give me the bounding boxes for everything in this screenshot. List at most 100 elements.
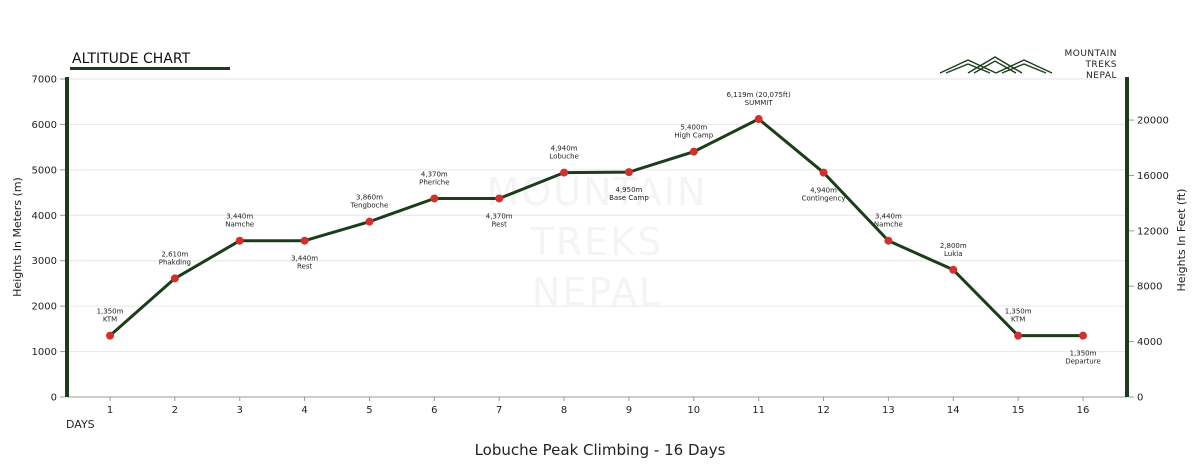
y2-tick-label: 12000 bbox=[1137, 226, 1169, 237]
gridlines bbox=[67, 78, 1127, 353]
altitude-point bbox=[1079, 331, 1087, 340]
y-tick-labels: 0 1000 2000 3000 4000 5000 6000 7000 bbox=[32, 75, 65, 404]
altitude-series bbox=[109, 117, 1083, 338]
point-label-value: 3,440m bbox=[226, 213, 253, 221]
y-tick-label: 0 bbox=[51, 393, 57, 404]
altitude-point bbox=[819, 168, 828, 177]
x-tick-label: 2 bbox=[172, 405, 178, 416]
x-tick-label: 9 bbox=[626, 405, 632, 416]
watermark-line-3: NEPAL bbox=[532, 270, 662, 314]
altitude-point bbox=[495, 194, 504, 203]
x-tick-label: 1 bbox=[107, 405, 113, 416]
mountains-icon bbox=[939, 56, 1053, 74]
x-tick-label: 7 bbox=[496, 405, 502, 416]
x-tick-label: 6 bbox=[431, 405, 437, 416]
point-label-value: 1,350m bbox=[1005, 308, 1032, 316]
x-tick-label: 15 bbox=[1012, 405, 1025, 416]
y-tick-label: 2000 bbox=[32, 302, 57, 313]
logo-line-2: TREKS bbox=[1084, 60, 1117, 70]
right-axis-bar bbox=[1125, 77, 1129, 397]
axes bbox=[65, 77, 1129, 398]
logo-line-1: MOUNTAIN bbox=[1064, 49, 1117, 59]
point-label-name: Contingency bbox=[802, 195, 846, 203]
y-tick-label: 4000 bbox=[32, 211, 57, 222]
altitude-point bbox=[1014, 331, 1023, 340]
point-label-name: Namche bbox=[874, 221, 903, 229]
point-label-name: Tengboche bbox=[350, 202, 389, 210]
y2-tick-labels: 0 4000 8000 12000 16000 20000 bbox=[1129, 116, 1169, 404]
x-axis-title: DAYS bbox=[66, 418, 95, 431]
y-tick-label: 5000 bbox=[32, 165, 57, 176]
point-label-value: 2,800m bbox=[940, 242, 967, 250]
y2-tick-label: 16000 bbox=[1137, 171, 1169, 182]
point-label-value: 1,350m bbox=[1070, 350, 1097, 358]
altitude-line bbox=[109, 117, 1083, 338]
y-tick-label: 1000 bbox=[32, 347, 57, 358]
y-tick-label: 6000 bbox=[32, 120, 57, 131]
point-label-name: KTM bbox=[103, 316, 117, 324]
x-tick-label: 11 bbox=[752, 405, 765, 416]
altitude-point bbox=[365, 217, 374, 226]
point-label-value: 4,370m bbox=[486, 212, 513, 220]
point-label-value: 4,950m bbox=[616, 186, 643, 194]
y2-axis-title: Heights In Feet (ft) bbox=[1175, 189, 1188, 292]
y-axis-title: Heights In Meters (m) bbox=[11, 177, 24, 297]
x-tick-label: 14 bbox=[947, 405, 960, 416]
logo: MOUNTAIN TREKS NEPAL bbox=[939, 49, 1117, 81]
chart-subtitle: Lobuche Peak Climbing - 16 Days bbox=[475, 441, 726, 459]
point-label-value: 6,119m (20,075ft) bbox=[727, 91, 791, 99]
altitude-point bbox=[106, 331, 114, 340]
point-label-value: 4,940m bbox=[810, 187, 837, 195]
altitude-point bbox=[624, 168, 633, 177]
point-label-name: Namche bbox=[225, 221, 254, 229]
point-label-name: KTM bbox=[1011, 316, 1025, 324]
chart-title: ALTITUDE CHART bbox=[72, 51, 191, 67]
y-tick-label: 3000 bbox=[32, 256, 57, 267]
altitude-point bbox=[300, 236, 309, 245]
watermark-line-1: MOUNTAIN bbox=[487, 170, 708, 214]
point-label-name: Rest bbox=[492, 220, 508, 228]
point-label-value: 3,860m bbox=[356, 194, 383, 202]
point-label-name: Lobuche bbox=[549, 153, 579, 161]
point-label-name: Lukla bbox=[944, 250, 963, 258]
point-label-name: High Camp bbox=[674, 132, 713, 140]
y2-tick-label: 0 bbox=[1137, 393, 1143, 404]
logo-line-3: NEPAL bbox=[1086, 71, 1117, 81]
altitude-point bbox=[430, 194, 439, 203]
point-labels: 1,350mKTM2,610mPhakding3,440mNamche3,440… bbox=[97, 91, 1101, 366]
y2-tick-label: 20000 bbox=[1137, 116, 1169, 127]
point-label-name: Departure bbox=[1065, 358, 1101, 366]
watermark-line-2: TREKS bbox=[530, 220, 664, 264]
x-tick-labels: 1 2 3 4 5 6 7 8 9 10 11 12 13 14 15 16 bbox=[107, 397, 1090, 416]
altitude-point bbox=[235, 236, 244, 245]
point-label-name: Base Camp bbox=[609, 194, 649, 202]
point-label-name: Phakding bbox=[159, 258, 191, 266]
x-tick-label: 5 bbox=[366, 405, 372, 416]
x-tick-label: 10 bbox=[687, 405, 700, 416]
point-label-value: 2,610m bbox=[161, 250, 188, 258]
y2-tick-label: 8000 bbox=[1137, 282, 1162, 293]
x-tick-label: 3 bbox=[237, 405, 243, 416]
altitude-markers bbox=[106, 115, 1087, 340]
altitude-point bbox=[170, 274, 179, 283]
watermark: MOUNTAIN TREKS NEPAL bbox=[487, 170, 708, 314]
x-tick-label: 4 bbox=[301, 405, 307, 416]
left-axis-bar bbox=[65, 77, 69, 397]
x-tick-label: 16 bbox=[1077, 405, 1090, 416]
point-label-value: 4,940m bbox=[551, 145, 578, 153]
altitude-point bbox=[560, 168, 569, 177]
point-label-value: 4,370m bbox=[421, 170, 448, 178]
x-tick-label: 8 bbox=[561, 405, 567, 416]
altitude-point bbox=[949, 265, 958, 274]
point-label-name: Pheriche bbox=[419, 178, 449, 186]
point-label-value: 5,400m bbox=[680, 124, 707, 132]
altitude-point bbox=[689, 147, 698, 156]
y2-tick-label: 4000 bbox=[1137, 337, 1162, 348]
point-label-name: Rest bbox=[297, 263, 313, 271]
point-label-value: 3,440m bbox=[875, 213, 902, 221]
point-label-value: 1,350m bbox=[97, 308, 124, 316]
point-label-name: SUMMIT bbox=[745, 99, 774, 107]
point-label-value: 3,440m bbox=[291, 255, 318, 263]
altitude-point bbox=[884, 236, 893, 245]
